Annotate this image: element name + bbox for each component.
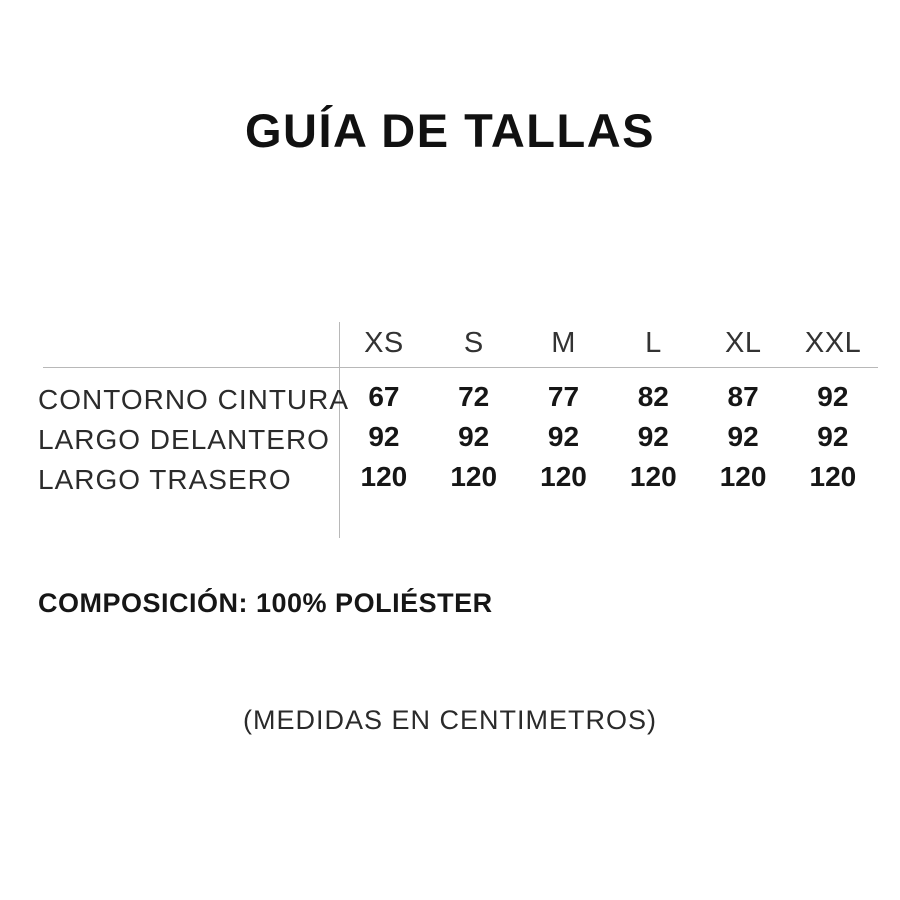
table-cell: 120 [809,461,857,492]
table-vertical-divider [339,322,340,538]
column-header-xl: XL [725,326,762,359]
table-cell: 120 [540,461,587,492]
table-cell: 92 [817,421,849,452]
table-cell: 92 [727,421,759,452]
table-cell: 67 [368,381,400,412]
size-table-body: CONTORNO CINTURA 67 72 77 82 87 92 LARGO… [0,377,900,497]
row-label-largo-trasero: LARGO TRASERO [38,464,292,495]
column-header-xs: XS [364,326,404,359]
table-cell: 87 [727,381,759,412]
row-label-contorno-cintura: CONTORNO CINTURA [38,384,350,415]
row-label-largo-delantero: LARGO DELANTERO [38,424,330,455]
composition-text: COMPOSICIÓN: 100% POLIÉSTER [38,588,493,618]
table-cell: 77 [547,381,580,412]
column-header-m: M [551,326,576,359]
table-cell: 92 [458,421,490,452]
table-cell: 120 [450,461,498,492]
column-header-l: L [645,326,662,359]
table-cell: 92 [547,421,580,452]
size-column-headers: XS S M L XL XXL [339,320,878,366]
table-cell: 82 [637,381,669,412]
units-note: (MEDIDAS EN CENTIMETROS) [242,705,657,735]
table-cell: 120 [719,461,767,492]
column-header-s: S [463,326,484,359]
page-title: GUÍA DE TALLAS [244,104,656,157]
table-cell: 92 [637,421,669,452]
column-header-xxl: XXL [804,326,862,359]
table-cell: 72 [458,381,490,412]
table-cell: 120 [360,461,408,492]
table-horizontal-divider [43,367,878,368]
table-cell: 92 [817,381,849,412]
table-cell: 92 [368,421,400,452]
table-cell: 120 [629,461,677,492]
